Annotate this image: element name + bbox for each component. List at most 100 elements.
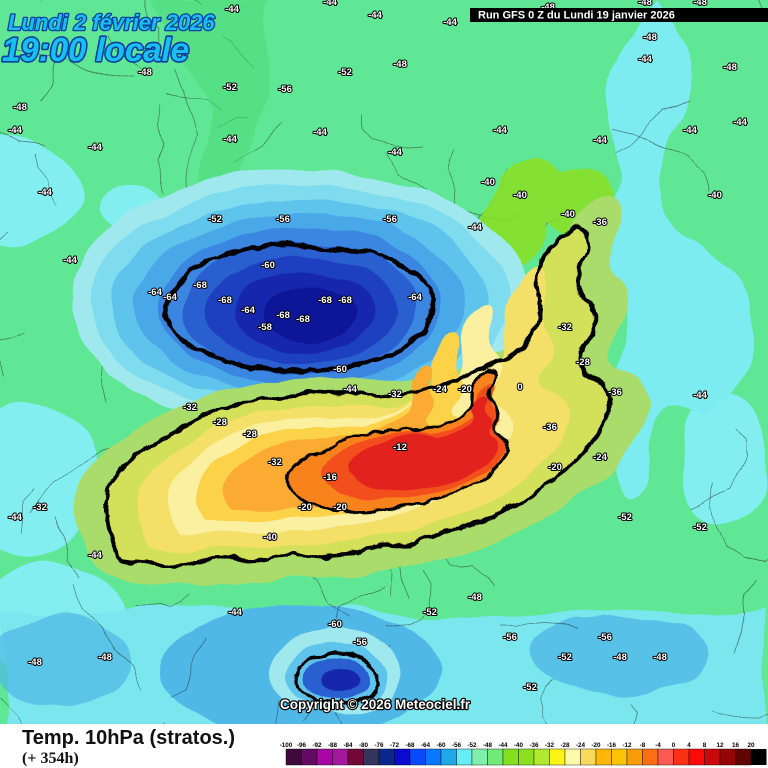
svg-text:-48: -48 (138, 67, 152, 78)
svg-text:-32: -32 (388, 389, 402, 400)
svg-text:-44: -44 (8, 512, 22, 523)
svg-text:-68: -68 (338, 295, 352, 306)
svg-text:-44: -44 (63, 255, 77, 266)
svg-text:12: 12 (716, 742, 724, 749)
svg-text:-68: -68 (276, 310, 290, 321)
svg-text:19:00 locale: 19:00 locale (2, 31, 189, 68)
svg-text:-28: -28 (213, 417, 227, 428)
svg-text:-20: -20 (458, 384, 472, 395)
svg-text:-28: -28 (576, 357, 590, 368)
svg-text:-58: -58 (258, 322, 272, 333)
svg-text:-48: -48 (13, 102, 27, 113)
svg-text:-60: -60 (333, 364, 347, 375)
svg-text:-64: -64 (148, 287, 162, 298)
svg-text:-12: -12 (622, 742, 632, 749)
svg-text:-100: -100 (280, 742, 293, 749)
svg-text:0: 0 (672, 742, 676, 749)
svg-text:8: 8 (703, 742, 707, 749)
svg-text:-68: -68 (296, 314, 310, 325)
svg-text:-64: -64 (421, 742, 431, 749)
svg-text:-44: -44 (88, 550, 102, 561)
svg-text:-20: -20 (548, 462, 562, 473)
svg-text:-88: -88 (328, 742, 338, 749)
svg-text:-44: -44 (228, 607, 242, 618)
svg-text:-64: -64 (241, 305, 255, 316)
svg-text:-48: -48 (723, 62, 737, 73)
svg-text:-32: -32 (268, 457, 282, 468)
svg-text:-40: -40 (514, 742, 524, 749)
svg-text:-44: -44 (443, 17, 457, 28)
svg-text:-48: -48 (693, 0, 707, 8)
svg-text:-16: -16 (323, 472, 337, 483)
svg-text:-52: -52 (467, 742, 477, 749)
svg-text:-44: -44 (88, 142, 102, 153)
svg-text:-32: -32 (545, 742, 555, 749)
svg-text:-56: -56 (503, 632, 517, 643)
svg-text:-92: -92 (312, 742, 322, 749)
svg-text:Copyright © 2026 Meteociel.fr: Copyright © 2026 Meteociel.fr (280, 697, 471, 712)
svg-text:-44: -44 (498, 742, 508, 749)
svg-text:-40: -40 (263, 532, 277, 543)
svg-text:-44: -44 (223, 134, 237, 145)
svg-text:-20: -20 (333, 502, 347, 513)
svg-text:-68: -68 (318, 295, 332, 306)
svg-text:-24: -24 (576, 742, 586, 749)
svg-text:-36: -36 (529, 742, 539, 749)
svg-text:-44: -44 (493, 125, 507, 136)
svg-text:-48: -48 (643, 32, 657, 43)
svg-text:-32: -32 (183, 402, 197, 413)
svg-text:-68: -68 (193, 280, 207, 291)
svg-text:-36: -36 (543, 422, 557, 433)
svg-text:-52: -52 (618, 512, 632, 523)
svg-text:(+ 354h): (+ 354h) (22, 750, 79, 767)
svg-text:-56: -56 (353, 637, 367, 648)
svg-text:-44: -44 (593, 135, 607, 146)
svg-text:-16: -16 (607, 742, 617, 749)
svg-text:-36: -36 (608, 387, 622, 398)
svg-text:-44: -44 (468, 222, 482, 233)
svg-text:-44: -44 (313, 127, 327, 138)
svg-text:-20: -20 (298, 502, 312, 513)
svg-text:-68: -68 (218, 295, 232, 306)
svg-text:-28: -28 (243, 429, 257, 440)
svg-text:-56: -56 (276, 214, 290, 225)
svg-text:-84: -84 (343, 742, 353, 749)
svg-text:-20: -20 (591, 742, 601, 749)
svg-text:-56: -56 (452, 742, 462, 749)
svg-text:-96: -96 (297, 742, 307, 749)
svg-text:-32: -32 (33, 502, 47, 513)
svg-text:-12: -12 (393, 442, 407, 453)
svg-text:-44: -44 (343, 384, 357, 395)
svg-text:-52: -52 (338, 67, 352, 78)
svg-text:-44: -44 (368, 10, 382, 21)
svg-text:-48: -48 (483, 742, 493, 749)
svg-text:-48: -48 (28, 657, 42, 668)
svg-text:-24: -24 (433, 384, 447, 395)
svg-text:-40: -40 (708, 190, 722, 201)
svg-text:-48: -48 (468, 592, 482, 603)
svg-text:-72: -72 (390, 742, 400, 749)
svg-text:-52: -52 (223, 82, 237, 93)
svg-text:-44: -44 (733, 117, 747, 128)
svg-text:-44: -44 (388, 147, 402, 158)
svg-text:0: 0 (517, 382, 522, 393)
svg-text:-48: -48 (98, 652, 112, 663)
svg-text:-36: -36 (593, 217, 607, 228)
svg-text:-40: -40 (513, 190, 527, 201)
svg-text:Temp. 10hPa (stratos.): Temp. 10hPa (stratos.) (22, 727, 235, 749)
svg-text:-44: -44 (638, 54, 652, 65)
svg-text:-44: -44 (225, 4, 239, 15)
svg-text:-48: -48 (393, 59, 407, 70)
svg-text:-52: -52 (693, 522, 707, 533)
svg-text:-40: -40 (561, 209, 575, 220)
svg-text:-68: -68 (405, 742, 415, 749)
svg-text:-44: -44 (693, 390, 707, 401)
svg-text:-24: -24 (593, 452, 607, 463)
svg-text:-80: -80 (359, 742, 369, 749)
svg-text:-64: -64 (408, 292, 422, 303)
svg-text:-48: -48 (653, 652, 667, 663)
svg-text:-32: -32 (558, 322, 572, 333)
svg-text:-44: -44 (683, 125, 697, 136)
svg-text:-44: -44 (8, 125, 22, 136)
svg-text:-60: -60 (436, 742, 446, 749)
